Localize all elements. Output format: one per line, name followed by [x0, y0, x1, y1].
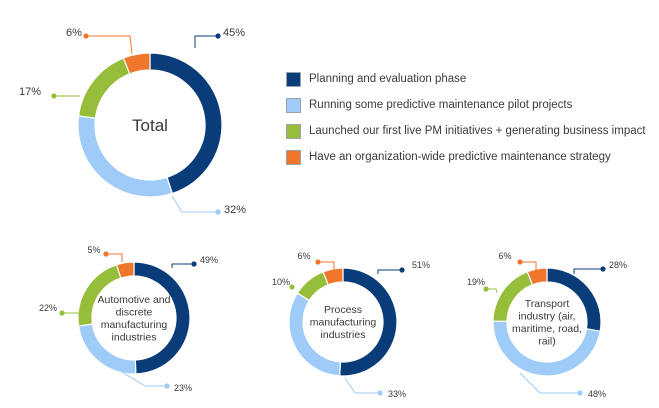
data-label-launched: 17% — [19, 86, 41, 98]
legend-swatch-launched — [286, 123, 301, 139]
legend-label-strategy: Have an organization-wide predictive mai… — [309, 151, 611, 163]
leader-dot-pilot — [377, 390, 383, 396]
leader-line-pilot — [344, 377, 380, 394]
slice-launched — [296, 271, 330, 302]
leader-dot-pilot — [577, 390, 583, 396]
legend-label-pilot: Running some predictive maintenance pilo… — [309, 99, 573, 111]
legend-swatch-planning — [286, 71, 301, 87]
leader-line-planning — [194, 35, 218, 48]
leader-line-planning — [171, 263, 194, 268]
leader-dot-pilot — [215, 209, 221, 215]
data-label-pilot: 32% — [224, 204, 246, 216]
donut-chart-1: Total 45% 32% 17% 6% — [19, 27, 246, 216]
leader-dot-pilot — [164, 383, 170, 389]
data-label-strategy: 6% — [66, 27, 82, 39]
data-label-pilot: 23% — [174, 383, 192, 393]
chart-title: Transport industry (air, maritime, road, ra… — [512, 298, 582, 348]
leader-line-pilot — [121, 371, 167, 387]
data-label-planning: 49% — [200, 255, 218, 265]
leader-line-strategy — [520, 261, 537, 271]
donut-chart-2: Automotive and discrete manufacturing indus… — [39, 245, 218, 393]
slice-strategy — [526, 267, 548, 286]
leader-dot-planning — [215, 33, 221, 39]
donut-chart-3: Process manufacturing industries 51% 33% 10% 6… — [272, 251, 430, 399]
leader-line-planning — [377, 269, 402, 274]
legend-item-launched: Launched our first live PM initiatives +… — [286, 118, 646, 144]
data-label-pilot: 48% — [588, 389, 606, 399]
leader-line-pilot — [171, 195, 218, 213]
data-label-strategy: 5% — [87, 245, 100, 255]
leader-dot-launched — [289, 284, 295, 290]
data-label-pilot: 33% — [388, 389, 406, 399]
chart-title: Automotive and discrete manufacturing indus… — [98, 294, 171, 344]
data-label-planning: 45% — [223, 27, 245, 39]
leader-dot-launched — [483, 286, 489, 292]
leader-dot-planning — [399, 267, 405, 273]
data-label-launched: 19% — [467, 277, 485, 287]
leader-dot-launched — [59, 310, 65, 316]
legend-swatch-pilot — [286, 97, 301, 113]
leader-line-strategy — [86, 35, 133, 55]
leader-line-launched — [486, 288, 498, 294]
leader-dot-planning — [600, 266, 606, 272]
legend: Planning and evaluation phase Running so… — [286, 66, 646, 170]
leader-line-strategy — [318, 261, 335, 271]
leader-line-pilot — [519, 372, 580, 394]
slice-launched — [77, 57, 131, 119]
leader-dot-launched — [51, 93, 57, 99]
data-label-strategy: 6% — [297, 251, 310, 261]
legend-item-pilot: Running some predictive maintenance pilo… — [286, 92, 646, 118]
leader-dot-strategy — [517, 259, 523, 265]
leader-dot-strategy — [315, 259, 321, 265]
legend-swatch-strategy — [286, 149, 301, 165]
legend-item-planning: Planning and evaluation phase — [286, 66, 646, 92]
chart-title: Total — [132, 116, 168, 135]
leader-dot-strategy — [103, 251, 109, 257]
legend-label-planning: Planning and evaluation phase — [309, 73, 467, 85]
leader-line-planning — [573, 268, 603, 274]
data-label-planning: 51% — [412, 260, 430, 270]
data-label-launched: 22% — [39, 303, 57, 313]
slice-strategy — [115, 261, 135, 279]
data-label-launched: 10% — [272, 277, 290, 287]
data-label-strategy: 6% — [498, 251, 511, 261]
donut-chart-4: Transport industry (air, maritime, road, ra… — [467, 251, 627, 399]
leader-dot-strategy — [83, 33, 89, 39]
slice-strategy — [322, 267, 344, 286]
leader-dot-planning — [191, 261, 197, 267]
chart-title: Process manufacturing industries — [310, 304, 377, 341]
legend-item-strategy: Have an organization-wide predictive mai… — [286, 144, 646, 170]
slice-strategy — [122, 52, 151, 75]
leader-line-strategy — [106, 253, 123, 262]
data-label-planning: 28% — [609, 260, 627, 270]
legend-label-launched: Launched our first live PM initiatives +… — [309, 125, 646, 137]
